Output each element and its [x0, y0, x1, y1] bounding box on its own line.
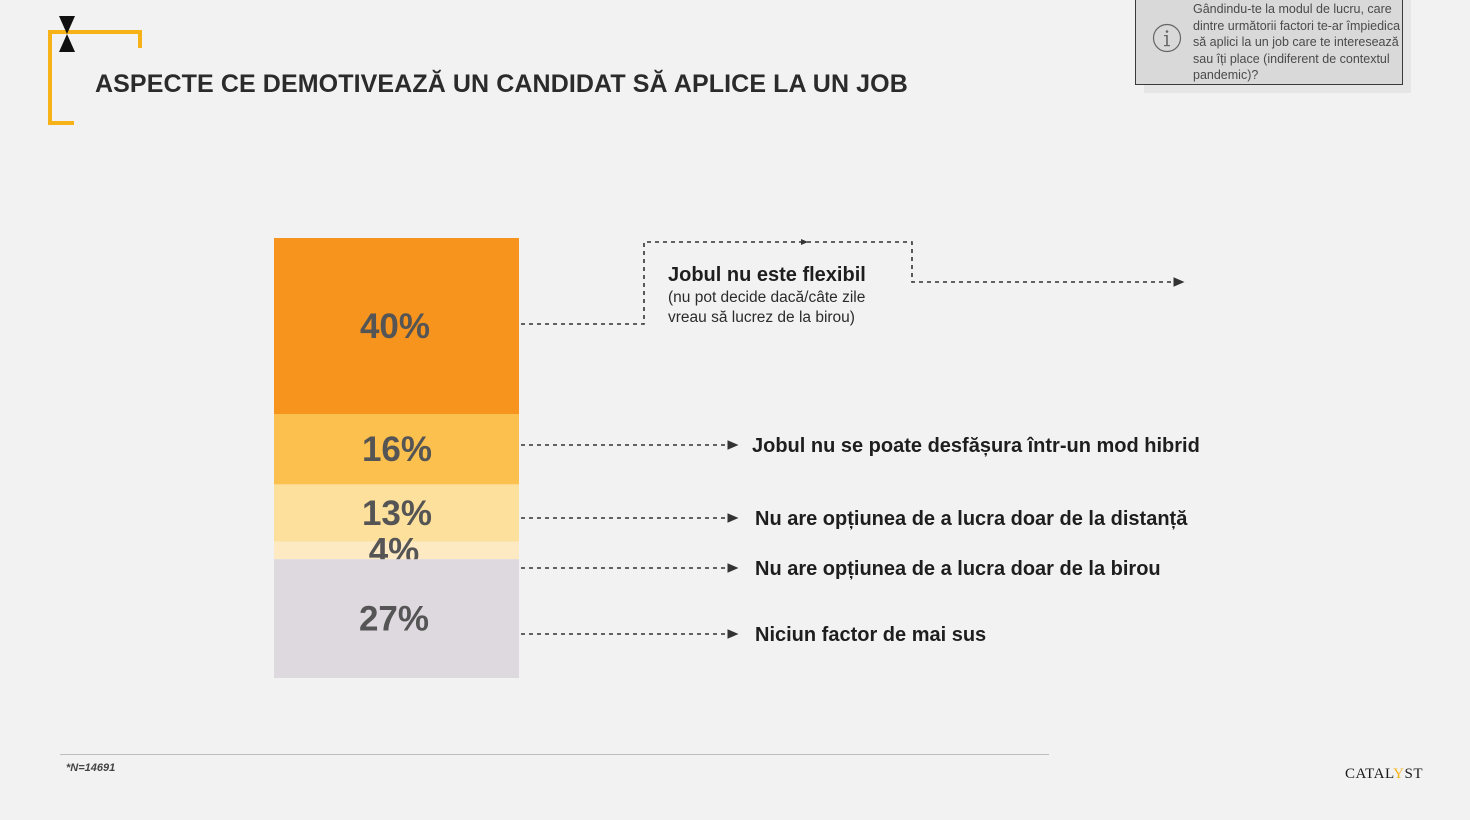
brand-logo: CATALYST	[1345, 766, 1423, 782]
title-frame-left	[48, 30, 74, 125]
bar-segment-2	[274, 414, 519, 485]
page-title: ASPECTE CE DEMOTIVEAZĂ UN CANDIDAT SĂ AP…	[95, 70, 908, 98]
hourglass-icon	[59, 16, 75, 52]
connector-arrow-1	[521, 241, 1185, 325]
category-label-1: Jobul nu este flexibil	[668, 264, 866, 286]
value-label-1: 40%	[360, 307, 430, 346]
bar-segment-1	[274, 238, 519, 414]
category-label-4: Nu are opțiunea de a lucra doar de la bi…	[755, 558, 1161, 580]
value-label-2: 16%	[362, 430, 432, 469]
value-label-3: 13%	[362, 494, 432, 533]
sample-size-footnote: *N=14691	[66, 762, 116, 774]
value-label-5: 27%	[359, 600, 429, 639]
footer-divider	[60, 754, 1049, 755]
bar-segment-3	[274, 484, 519, 542]
category-label-2: Jobul nu se poate desfășura într-un mod …	[752, 435, 1200, 457]
info-icon	[1152, 23, 1182, 53]
bar-segment-5	[274, 559, 519, 678]
bar-segment-4	[274, 541, 519, 560]
info-question-text: Gândindu-te la modul de lucru, care dint…	[1193, 2, 1401, 82]
category-label-3: Nu are opțiunea de a lucra doar de la di…	[755, 508, 1188, 530]
category-label-5: Niciun factor de mai sus	[755, 624, 986, 646]
connector-arrowhead-mid	[801, 239, 808, 245]
info-box: Gândindu-te la modul de lucru, care dint…	[1135, 0, 1403, 85]
category-note-line-1: (nu pot decide dacă/câte zile	[668, 289, 865, 306]
category-note-line-2: vreau să lucrez de la birou)	[668, 309, 855, 326]
